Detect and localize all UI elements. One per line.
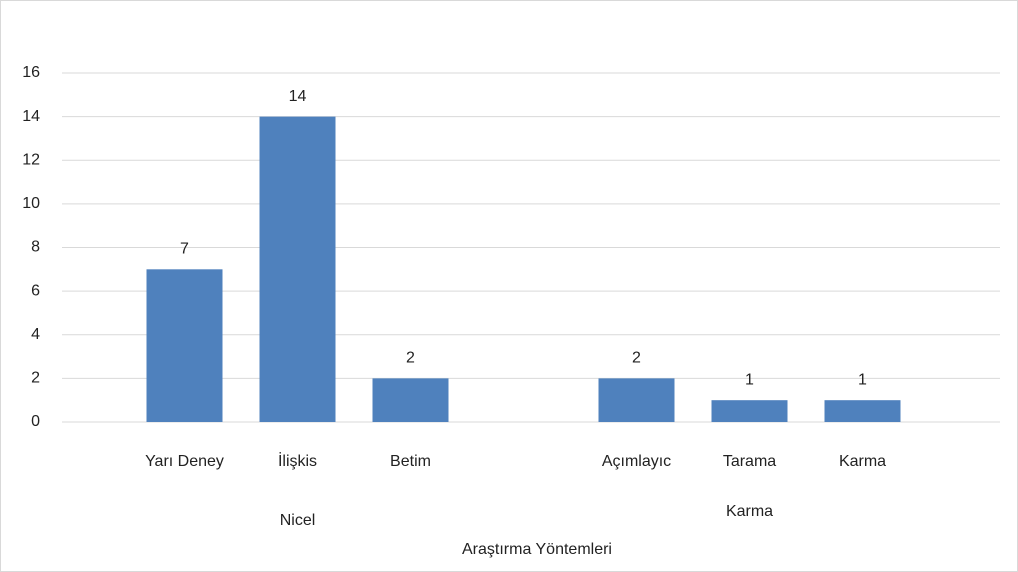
bar [146, 269, 223, 422]
group-label: Karma [726, 503, 773, 520]
y-tick-label: 8 [31, 239, 40, 256]
group-label: Nicel [280, 512, 316, 529]
y-tick-label: 12 [22, 151, 40, 168]
bar [259, 116, 336, 422]
bar [372, 378, 449, 422]
data-label: 2 [632, 350, 641, 367]
y-tick-label: 14 [22, 108, 40, 125]
x-tick-label: Betim [390, 453, 431, 470]
y-tick-label: 4 [31, 326, 40, 343]
data-label: 7 [180, 241, 189, 258]
x-tick-label: Tarama [722, 453, 777, 470]
data-label: 1 [745, 371, 754, 388]
y-tick-label: 2 [31, 370, 40, 387]
bar [824, 400, 901, 422]
y-tick-label: 0 [31, 413, 40, 430]
x-tick-label: Yarı Deney [145, 453, 224, 470]
x-tick-label: İlişkis [277, 453, 318, 470]
x-tick-label: Açımlayıc [601, 453, 672, 470]
y-tick-label: 16 [22, 64, 40, 81]
y-tick-label: 6 [31, 282, 40, 299]
data-label: 14 [289, 88, 307, 105]
x-tick-label: Karma [838, 453, 887, 470]
data-label: 1 [858, 371, 867, 388]
bar [598, 378, 675, 422]
x-axis-title: Araştırma Yöntemleri [462, 541, 612, 558]
data-label: 2 [406, 350, 415, 367]
bar [711, 400, 788, 422]
y-tick-label: 10 [22, 195, 40, 212]
